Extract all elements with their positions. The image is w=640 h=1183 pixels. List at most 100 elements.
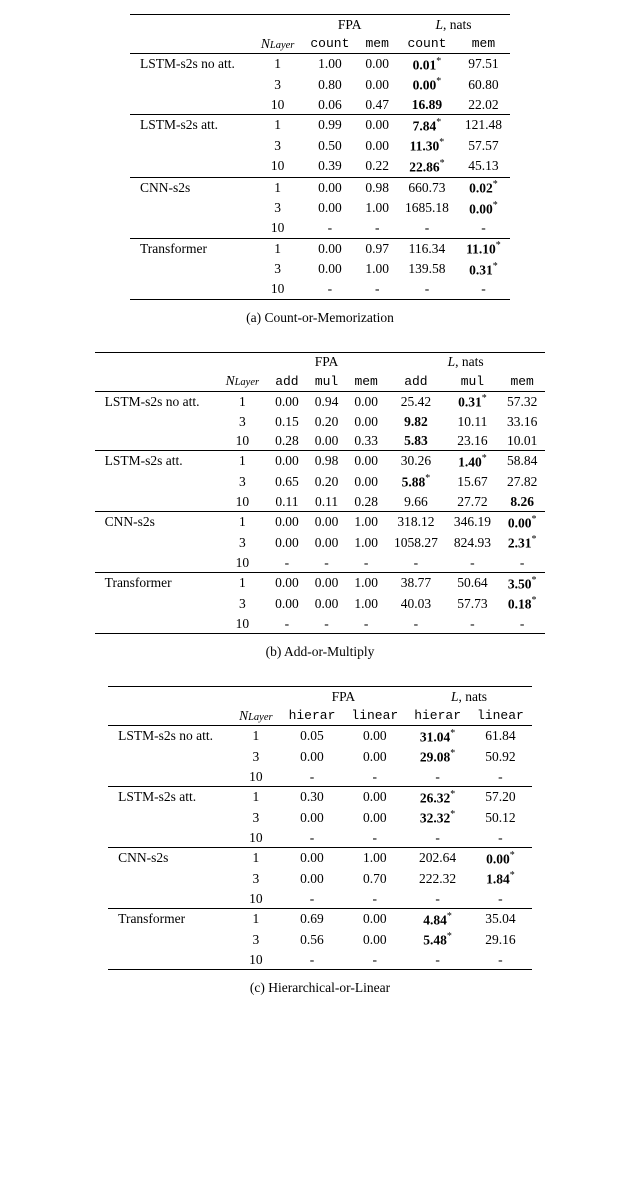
cell-value: 60.80 <box>457 75 510 96</box>
cell-value: 50.64 <box>446 573 499 594</box>
results-table: FPAL, natsNLayercountmemcountmemLSTM-s2s… <box>130 14 510 300</box>
table-row: 30.560.005.48*29.16 <box>108 930 532 951</box>
model-name: CNN-s2s <box>95 512 218 533</box>
nlayer-header: NLayer <box>253 34 303 54</box>
cell-value: 0.00 <box>302 198 357 219</box>
col-header: mul <box>307 372 347 392</box>
cell-value: - <box>343 950 406 970</box>
fpa-header: FPA <box>281 687 407 707</box>
cell-value: 40.03 <box>386 594 446 615</box>
cell-value: 58.84 <box>499 451 545 472</box>
table-caption: (c) Hierarchical-or-Linear <box>8 980 632 996</box>
nlayer-value: 10 <box>218 614 268 634</box>
cell-value: 0.00* <box>469 848 532 869</box>
cell-value: 50.92 <box>469 747 532 768</box>
cell-value: 30.26 <box>386 451 446 472</box>
col-header: count <box>397 34 457 54</box>
nlayer-value: 1 <box>218 512 268 533</box>
col-header: linear <box>469 706 532 726</box>
col-header: mem <box>457 34 510 54</box>
table-row: 10---- <box>130 280 510 300</box>
cell-value: 57.32 <box>499 391 545 412</box>
table-row: 100.390.2222.86*45.13 <box>130 156 510 177</box>
col-header: hierar <box>281 706 344 726</box>
cell-value: 1.40* <box>446 451 499 472</box>
cell-value: 0.00 <box>267 594 307 615</box>
cell-value: 4.84* <box>406 909 469 930</box>
nlayer-value: 1 <box>218 573 268 594</box>
cell-value: 0.00* <box>457 198 510 219</box>
cell-value: 0.01* <box>397 54 457 75</box>
cell-value: 318.12 <box>386 512 446 533</box>
cell-value: 346.19 <box>446 512 499 533</box>
nlayer-value: 3 <box>218 412 268 431</box>
cell-value: 0.33 <box>346 431 386 451</box>
cell-value: 97.51 <box>457 54 510 75</box>
nlayer-value: 1 <box>253 115 303 136</box>
cell-value: 0.00 <box>267 451 307 472</box>
cell-value: - <box>346 614 386 634</box>
model-name: Transformer <box>95 573 218 594</box>
table-row: 30.800.000.00*60.80 <box>130 75 510 96</box>
cell-value: 0.98 <box>357 177 397 198</box>
cell-value: - <box>469 767 532 787</box>
cell-value: 3.50* <box>499 573 545 594</box>
cell-value: 0.05 <box>281 726 344 747</box>
cell-value: 0.00 <box>343 747 406 768</box>
nlayer-value: 1 <box>231 787 281 808</box>
col-header: mem <box>357 34 397 54</box>
cell-value: - <box>469 950 532 970</box>
cell-value: 1.00 <box>346 533 386 554</box>
cell-value: - <box>302 280 357 300</box>
cell-value: 0.00 <box>343 787 406 808</box>
cell-value: 0.00 <box>281 869 344 890</box>
cell-value: 0.00 <box>281 747 344 768</box>
table-row: LSTM-s2s no att.11.000.000.01*97.51 <box>130 54 510 75</box>
cell-value: 0.20 <box>307 412 347 431</box>
cell-value: - <box>343 767 406 787</box>
cell-value: - <box>281 828 344 848</box>
cell-value: 139.58 <box>397 259 457 280</box>
cell-value: 22.02 <box>457 95 510 115</box>
cell-value: 0.11 <box>307 492 347 512</box>
cell-value: - <box>457 280 510 300</box>
cell-value: 0.02* <box>457 177 510 198</box>
table-row: 30.000.0032.32*50.12 <box>108 808 532 829</box>
cell-value: 5.48* <box>406 930 469 951</box>
cell-value: 116.34 <box>397 238 457 259</box>
cell-value: 0.00 <box>307 594 347 615</box>
fpa-header: FPA <box>267 352 386 372</box>
nlayer-value: 3 <box>253 75 303 96</box>
cell-value: - <box>406 950 469 970</box>
cell-value: 23.16 <box>446 431 499 451</box>
table-row: CNN-s2s10.000.98660.730.02* <box>130 177 510 198</box>
cell-value: 10.11 <box>446 412 499 431</box>
cell-value: 0.00* <box>397 75 457 96</box>
cell-value: 0.00 <box>302 238 357 259</box>
table-row: LSTM-s2s att.10.300.0026.32*57.20 <box>108 787 532 808</box>
table-row: 30.000.001.0040.0357.730.18* <box>95 594 546 615</box>
cell-value: 38.77 <box>386 573 446 594</box>
table-row: 10---- <box>108 828 532 848</box>
nlayer-value: 1 <box>253 54 303 75</box>
nlayer-value: 1 <box>218 451 268 472</box>
col-header: linear <box>343 706 406 726</box>
table-row: 30.001.00139.580.31* <box>130 259 510 280</box>
cell-value: 0.65 <box>267 472 307 493</box>
nlayer-value: 3 <box>218 472 268 493</box>
cell-value: 0.11 <box>267 492 307 512</box>
cell-value: 57.20 <box>469 787 532 808</box>
cell-value: 0.00 <box>302 259 357 280</box>
table-row: 30.150.200.009.8210.1133.16 <box>95 412 546 431</box>
cell-value: 0.28 <box>346 492 386 512</box>
cell-value: - <box>346 553 386 573</box>
cell-value: 7.84* <box>397 115 457 136</box>
col-header: mul <box>446 372 499 392</box>
cell-value: 9.66 <box>386 492 446 512</box>
cell-value: 1.00 <box>346 594 386 615</box>
nlayer-value: 10 <box>231 950 281 970</box>
nlayer-value: 10 <box>253 219 303 239</box>
cell-value: 0.20 <box>307 472 347 493</box>
cell-value: 0.00* <box>499 512 545 533</box>
cell-value: 0.00 <box>267 391 307 412</box>
